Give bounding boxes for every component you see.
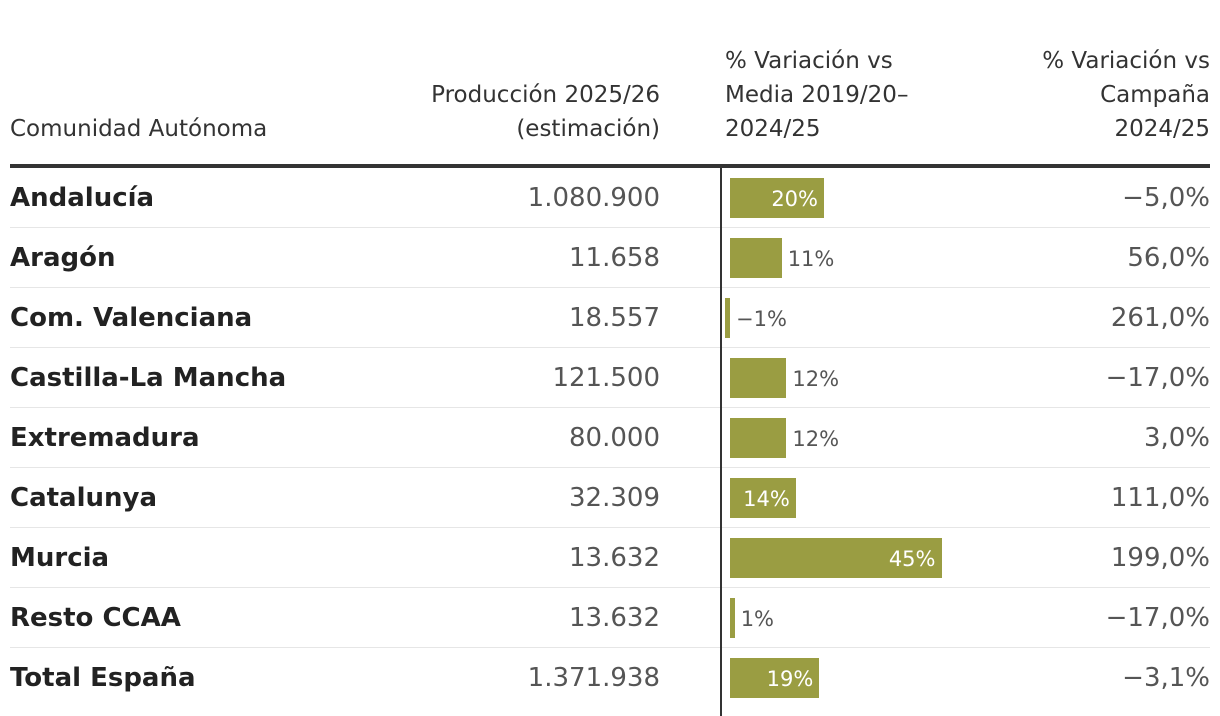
campaign-variation-value: −3,1% xyxy=(1122,663,1210,693)
header-production: Producción 2025/26 (estimación) xyxy=(431,82,660,142)
region-name: Com. Valenciana xyxy=(10,303,253,333)
campaign-variation-value: 261,0% xyxy=(1110,303,1210,333)
campaign-variation-value: 3,0% xyxy=(1143,423,1210,453)
region-name: Resto CCAA xyxy=(10,603,181,633)
variation-bar xyxy=(730,418,787,458)
table-row: Com. Valenciana 18.557 −1% 261,0% xyxy=(10,288,1210,348)
production-value: 32.309 xyxy=(569,483,660,513)
variation-bar-cell: 45% xyxy=(725,528,1025,588)
campaign-variation-value: 111,0% xyxy=(1110,483,1210,513)
header-divider xyxy=(10,164,1210,168)
table-row: Andalucía 1.080.900 20% −5,0% xyxy=(10,168,1210,228)
variation-bar-cell: −1% xyxy=(725,288,1025,348)
variation-bar-label: 14% xyxy=(743,487,790,511)
variation-bar-label: 1% xyxy=(740,607,775,631)
production-value: 13.632 xyxy=(569,603,660,633)
region-name: Castilla-La Mancha xyxy=(10,363,287,393)
variation-bar-label: 20% xyxy=(771,187,818,211)
production-value: 80.000 xyxy=(569,423,660,453)
header-region: Comunidad Autónoma xyxy=(10,116,268,142)
variation-bar xyxy=(725,298,730,338)
variation-bar-cell: 14% xyxy=(725,468,1025,528)
table-row: Aragón 11.658 11% 56,0% xyxy=(10,228,1210,288)
variation-bar-label: 12% xyxy=(792,367,840,391)
table-header: Comunidad Autónoma Producción 2025/26 (e… xyxy=(10,40,1210,164)
campaign-variation-value: 56,0% xyxy=(1127,243,1210,273)
variation-bar xyxy=(730,178,824,218)
variation-bar-label: −1% xyxy=(736,307,787,331)
header-variation-campaign: % Variación vs Campaña 2024/25 xyxy=(1042,48,1210,142)
campaign-variation-value: 199,0% xyxy=(1110,543,1210,573)
variation-bar-cell: 19% xyxy=(725,648,1025,708)
production-value: 13.632 xyxy=(569,543,660,573)
region-name: Total España xyxy=(10,663,196,693)
campaign-variation-value: −5,0% xyxy=(1122,183,1210,213)
header-variation-average: % Variación vs Media 2019/20– 2024/25 xyxy=(725,48,909,142)
campaign-variation-value: −17,0% xyxy=(1105,603,1210,633)
table-row: Murcia 13.632 45% 199,0% xyxy=(10,528,1210,588)
variation-bar xyxy=(730,598,735,638)
production-value: 11.658 xyxy=(569,243,660,273)
variation-bar-label: 12% xyxy=(792,427,840,451)
variation-bar-label: 11% xyxy=(787,247,835,271)
production-value: 18.557 xyxy=(569,303,660,333)
variation-bar-label: 45% xyxy=(888,547,936,571)
table-row: Castilla-La Mancha 121.500 12% −17,0% xyxy=(10,348,1210,408)
table-row: Total España 1.371.938 19% −3,1% xyxy=(10,648,1210,708)
region-name: Murcia xyxy=(10,543,110,573)
campaign-variation-value: −17,0% xyxy=(1105,363,1210,393)
region-name: Aragón xyxy=(10,243,116,273)
variation-bar xyxy=(730,358,787,398)
variation-bar xyxy=(730,658,820,698)
table-row: Catalunya 32.309 14% 111,0% xyxy=(10,468,1210,528)
variation-bar-cell: 11% xyxy=(725,228,1025,288)
table-row: Extremadura 80.000 12% 3,0% xyxy=(10,408,1210,468)
table-row: Resto CCAA 13.632 1% −17,0% xyxy=(10,588,1210,648)
production-value: 1.080.900 xyxy=(527,183,660,213)
region-name: Extremadura xyxy=(10,423,200,453)
production-value: 121.500 xyxy=(552,363,660,393)
region-name: Catalunya xyxy=(10,483,158,513)
production-value: 1.371.938 xyxy=(527,663,660,693)
variation-bar xyxy=(730,538,942,578)
variation-bar-cell: 20% xyxy=(725,168,1025,228)
variation-bar xyxy=(730,478,796,518)
variation-bar-cell: 1% xyxy=(725,588,1025,648)
variation-bar-cell: 12% xyxy=(725,348,1025,408)
region-name: Andalucía xyxy=(10,183,155,213)
variation-bar-cell: 12% xyxy=(725,408,1025,468)
bar-zero-axis xyxy=(720,168,722,716)
variation-bar xyxy=(730,238,782,278)
variation-bar-label: 19% xyxy=(766,667,814,691)
